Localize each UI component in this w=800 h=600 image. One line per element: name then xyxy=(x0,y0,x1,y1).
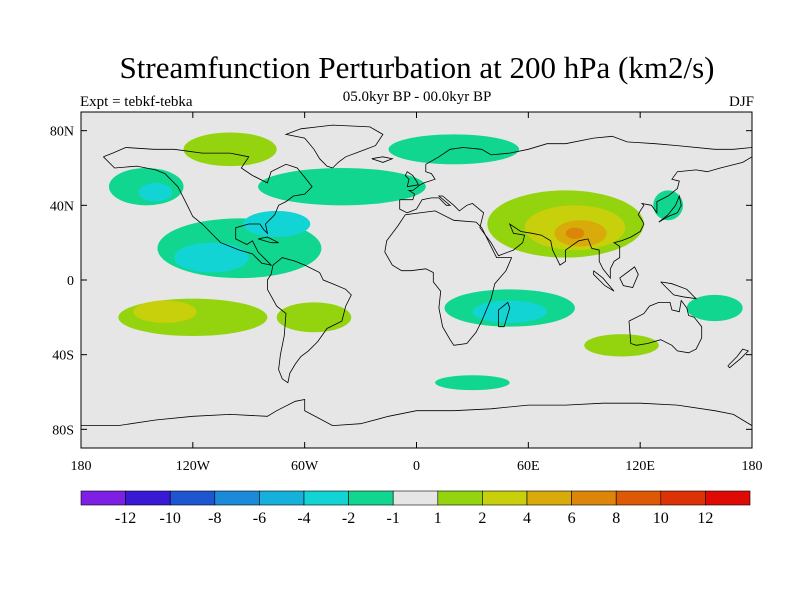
colorbar-label: -4 xyxy=(297,510,310,527)
lat-tick-label: 40S xyxy=(52,349,74,364)
coastline-layer xyxy=(81,124,752,427)
new-guinea-coast xyxy=(660,281,698,300)
lat-tick-label: 40N xyxy=(50,199,74,214)
australia-coast xyxy=(628,299,703,354)
africa-coast xyxy=(384,210,513,346)
colorbar-label: 10 xyxy=(653,510,669,527)
south-america-coast xyxy=(267,257,352,384)
colorbar-label: 2 xyxy=(478,510,486,527)
colorbar-swatch xyxy=(259,490,305,506)
anomaly-indian-ocean-core xyxy=(472,300,547,323)
colorbar-label: -8 xyxy=(208,510,221,527)
lon-tick-label: 180 xyxy=(742,459,763,474)
chart-title: Streamfunction Perturbation at 200 hPa (… xyxy=(119,50,715,85)
anomaly-south-atlantic-positive xyxy=(276,302,352,333)
anomaly-canada-positive xyxy=(183,132,277,167)
anomaly-caribbean-core xyxy=(243,210,311,238)
lon-tick-label: 120W xyxy=(176,459,211,474)
antarctica-coast xyxy=(81,399,752,427)
uk-coast xyxy=(404,171,420,188)
chart-subtitle: 05.0kyr BP - 00.0kyr BP xyxy=(342,89,492,105)
lat-tick-label: 0 xyxy=(67,274,74,289)
greenland-coast xyxy=(284,124,384,169)
north-america-coast xyxy=(103,147,313,266)
colorbar: -12 -10 -8 -6 -4 -2 -1 1 2 4 6 8 10 12 xyxy=(80,490,751,527)
colorbar-swatch xyxy=(615,490,662,506)
japan-coast xyxy=(658,194,682,223)
colorbar-label: 1 xyxy=(434,510,442,527)
anomaly-subtropical-pacific-negative xyxy=(686,294,743,322)
borneo-coast xyxy=(619,266,639,288)
map-background xyxy=(81,112,752,448)
axis-tick-layer: 80N 40N 0 40S 80S 180 120W 60W 0 60E 120E 180 xyxy=(50,112,763,474)
colorbar-label: 4 xyxy=(523,510,531,527)
colorbar-swatch xyxy=(214,490,260,506)
colorbar-swatch xyxy=(660,490,706,506)
cuba-coast xyxy=(257,236,279,244)
colorbar-swatch xyxy=(125,490,171,506)
colorbar-swatch xyxy=(482,490,528,506)
madagascar-coast xyxy=(498,301,511,328)
colorbar-label: -10 xyxy=(160,510,181,527)
colorbar-swatch xyxy=(348,490,394,506)
anomaly-asia-level-6 xyxy=(565,227,585,239)
anomaly-south-pacific-level-2 xyxy=(133,300,197,323)
new-zealand-coast xyxy=(727,348,750,369)
eurasia-coast xyxy=(399,135,752,280)
anomaly-tropical-pacific-core xyxy=(174,242,249,273)
sumatra-coast xyxy=(593,270,615,292)
anomaly-southern-ocean-negative xyxy=(435,375,510,391)
anomaly-north-pacific-core xyxy=(138,182,173,202)
lon-tick-label: 120E xyxy=(625,459,655,474)
lon-tick-label: 60E xyxy=(517,459,540,474)
colorbar-swatch xyxy=(392,490,439,506)
colorbar-swatch xyxy=(705,490,751,506)
lat-tick-label: 80N xyxy=(50,125,74,140)
lon-tick-label: 60W xyxy=(291,459,319,474)
colorbar-swatch xyxy=(437,490,483,506)
colorbar-label: 8 xyxy=(612,510,620,527)
colorbar-swatch xyxy=(303,490,349,506)
colorbar-label: -6 xyxy=(253,510,266,527)
colorbar-swatch xyxy=(571,490,617,506)
anomaly-west-pacific-negative xyxy=(653,190,684,221)
anomaly-layer xyxy=(108,132,743,391)
lon-tick-label: 0 xyxy=(413,459,420,474)
colorbar-label: 12 xyxy=(697,510,713,527)
anomaly-subarctic-band-negative xyxy=(388,134,520,165)
experiment-label: Expt = tebkf-tebka xyxy=(80,94,193,110)
iceland-coast xyxy=(371,156,394,163)
colorbar-label: -2 xyxy=(342,510,355,527)
colorbar-label: 6 xyxy=(568,510,576,527)
colorbar-swatch xyxy=(526,490,572,506)
season-label: DJF xyxy=(728,94,754,110)
colorbar-swatch xyxy=(169,490,216,506)
lon-tick-label: 180 xyxy=(71,459,92,474)
colorbar-swatch xyxy=(80,490,126,506)
colorbar-label: -12 xyxy=(115,510,136,527)
anomaly-australia-positive xyxy=(584,334,659,357)
lat-tick-label: 80S xyxy=(52,423,74,438)
anomaly-north-atlantic-negative xyxy=(258,168,426,206)
colorbar-label: -1 xyxy=(387,510,400,527)
